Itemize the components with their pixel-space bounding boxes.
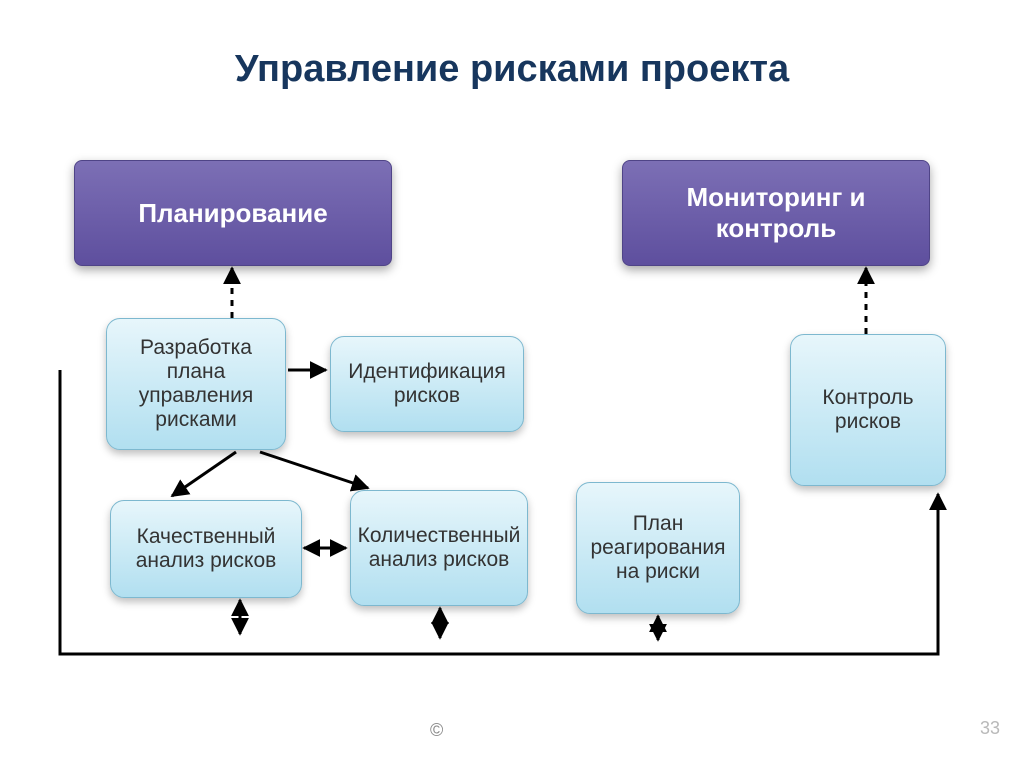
node-quant: Количествен­ный анализ рисков (350, 490, 528, 606)
node-label: Идентификация рисков (337, 360, 517, 408)
node-control: Контроль рисков (790, 334, 946, 486)
node-identify: Идентификация рисков (330, 336, 524, 432)
node-label: Мониторинг и контроль (623, 182, 929, 244)
node-label: Планирование (138, 198, 327, 229)
node-label: Количествен­ный анализ рисков (357, 524, 521, 572)
diagram-stage: Управление рисками проекта Планирование … (0, 0, 1024, 767)
node-label: План реагирования на риски (583, 512, 733, 584)
edge-dev-to-qual (172, 452, 236, 496)
node-label: Качественный анализ рисков (117, 525, 295, 573)
slide-title: Управление рисками проекта (0, 48, 1024, 91)
node-monitoring: Мониторинг и контроль (622, 160, 930, 266)
node-dev-plan: Разработка плана управления рисками (106, 318, 286, 450)
node-qual: Качественный анализ рисков (110, 500, 302, 598)
footer-copyright: © (430, 720, 443, 741)
edge-dev-to-quant (260, 452, 368, 488)
node-response: План реагирования на риски (576, 482, 740, 614)
node-label: Контроль рисков (797, 386, 939, 434)
node-planning: Планирование (74, 160, 392, 266)
footer-page-number: 33 (980, 718, 1000, 739)
node-label: Разработка плана управления рисками (113, 336, 279, 433)
